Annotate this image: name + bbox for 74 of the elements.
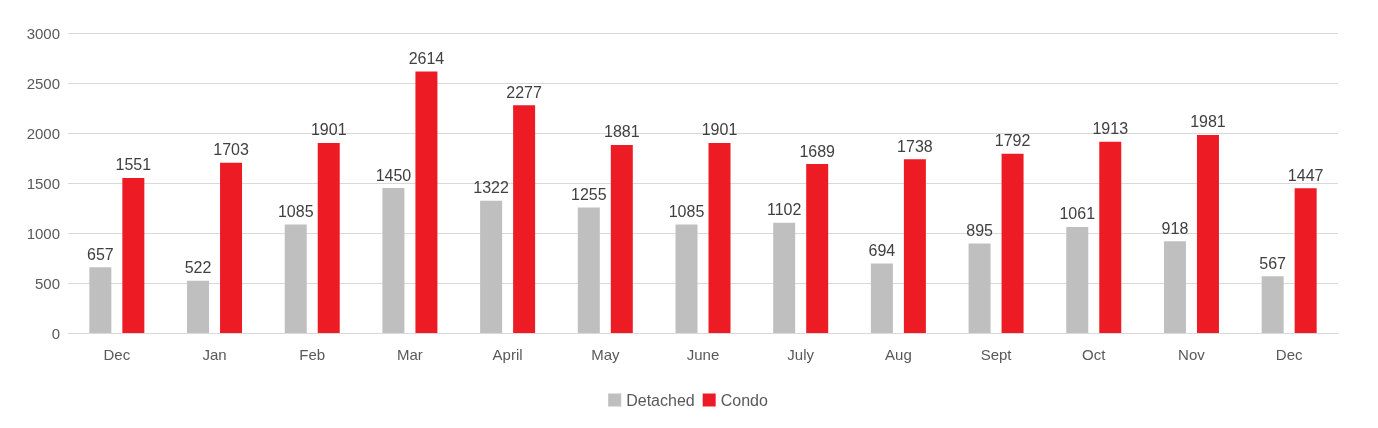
bar xyxy=(1001,153,1024,333)
bar xyxy=(1163,241,1186,333)
y-tick-label: 1000 xyxy=(26,224,60,242)
data-label: 1102 xyxy=(766,201,802,219)
y-tick-label: 2000 xyxy=(26,124,60,142)
bar xyxy=(480,200,503,333)
bar xyxy=(903,159,926,333)
data-label: 1981 xyxy=(1190,113,1226,131)
data-label: 1689 xyxy=(799,142,836,160)
x-tick-label: July xyxy=(787,346,815,363)
y-tick-label: 2500 xyxy=(26,74,60,92)
bar xyxy=(382,188,405,333)
data-label: 1447 xyxy=(1287,166,1324,184)
legend-label: Detached xyxy=(626,391,695,409)
bar xyxy=(610,144,633,333)
data-label: 1085 xyxy=(668,203,705,220)
bar xyxy=(577,207,600,333)
x-tick-label: Oct xyxy=(1082,346,1107,363)
data-label: 567 xyxy=(1259,254,1287,272)
data-label: 1551 xyxy=(115,156,152,174)
data-label: 1450 xyxy=(375,166,412,184)
bar xyxy=(968,243,991,333)
data-label: 2614 xyxy=(408,50,445,68)
x-tick-label: Nov xyxy=(1178,346,1206,363)
bar xyxy=(806,164,829,333)
data-label: 694 xyxy=(868,242,896,260)
data-label: 918 xyxy=(1161,219,1189,237)
data-label: 1703 xyxy=(213,141,249,159)
bar xyxy=(675,224,698,333)
bar xyxy=(1066,226,1089,333)
y-tick-label: 500 xyxy=(34,274,60,292)
bar xyxy=(187,280,210,333)
bar xyxy=(89,267,112,333)
data-label: 1881 xyxy=(604,123,640,141)
data-label: 1792 xyxy=(994,132,1031,150)
data-label: 2277 xyxy=(506,83,543,101)
bar xyxy=(1099,141,1122,333)
data-label: 1913 xyxy=(1092,120,1129,138)
x-tick-label: Feb xyxy=(299,346,326,363)
x-tick-label: Jan xyxy=(202,346,227,363)
bar xyxy=(122,177,145,333)
x-tick-label: Mar xyxy=(397,346,423,363)
x-tick-label: April xyxy=(492,346,523,363)
bar xyxy=(870,263,893,333)
x-tick-label: Sept xyxy=(980,346,1013,363)
x-tick-label: June xyxy=(686,346,720,363)
bar xyxy=(708,142,731,333)
bar xyxy=(284,224,307,333)
data-label: 657 xyxy=(86,245,114,263)
data-label: 1322 xyxy=(473,179,510,197)
y-tick-label: 3000 xyxy=(26,24,60,42)
bar xyxy=(317,142,340,333)
data-label: 522 xyxy=(184,259,212,277)
y-tick-label: 0 xyxy=(51,324,60,342)
bar xyxy=(1261,276,1284,333)
legend-label: Condo xyxy=(720,391,768,409)
bar xyxy=(1294,188,1317,333)
x-tick-label: Dec xyxy=(1275,346,1303,363)
x-tick-label: Aug xyxy=(885,346,912,363)
bar xyxy=(220,162,243,333)
x-tick-label: Dec xyxy=(103,346,131,363)
data-label: 1901 xyxy=(701,121,738,139)
data-label: 1061 xyxy=(1059,205,1096,223)
x-tick-label: May xyxy=(591,346,620,363)
bar xyxy=(1196,134,1219,333)
bar xyxy=(773,222,796,333)
data-label: 1085 xyxy=(277,203,314,220)
data-label: 895 xyxy=(966,222,994,239)
data-label: 1901 xyxy=(310,121,347,139)
bar xyxy=(513,105,536,333)
data-label: 1738 xyxy=(897,137,933,155)
y-tick-label: 1500 xyxy=(26,174,60,192)
bar xyxy=(415,71,438,333)
data-label: 1255 xyxy=(571,186,607,203)
